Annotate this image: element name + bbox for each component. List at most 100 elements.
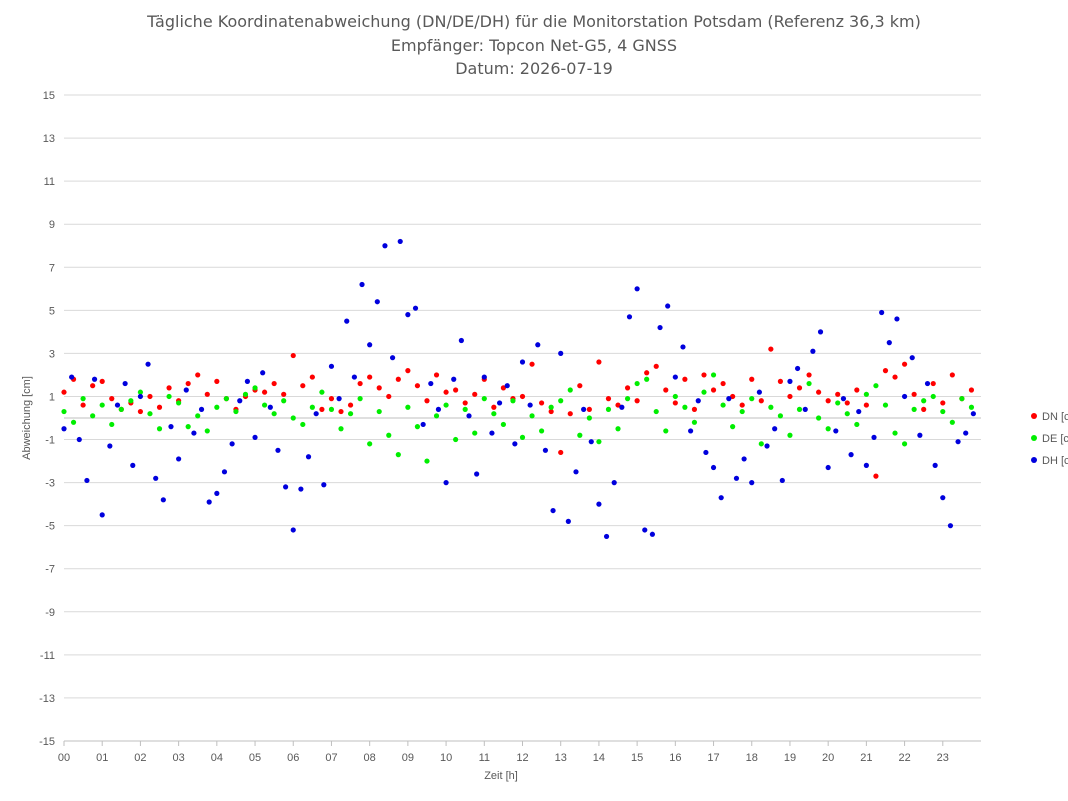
data-point	[261, 402, 268, 408]
data-point	[817, 329, 824, 335]
data-point	[313, 411, 319, 417]
data-point	[816, 415, 822, 421]
data-point	[550, 507, 556, 514]
data-point	[901, 441, 908, 447]
data-point	[145, 361, 151, 367]
data-point	[768, 404, 774, 410]
data-point	[772, 426, 778, 432]
data-point	[577, 383, 583, 389]
data-point	[118, 406, 124, 412]
data-point	[309, 374, 315, 380]
data-point	[130, 462, 136, 468]
data-point	[237, 398, 243, 404]
data-point	[214, 404, 220, 410]
data-point	[281, 391, 287, 397]
data-point	[825, 426, 831, 432]
data-point	[816, 389, 822, 395]
data-point	[911, 391, 917, 397]
data-point	[367, 441, 373, 447]
data-point	[382, 243, 388, 249]
data-point	[489, 430, 495, 436]
legend-marker	[1031, 435, 1037, 441]
data-point	[940, 408, 946, 415]
data-point	[386, 432, 392, 438]
data-point	[347, 402, 354, 408]
data-point	[491, 404, 497, 410]
x-tick-label: 19	[784, 752, 796, 764]
data-point	[848, 452, 854, 458]
data-point	[351, 374, 357, 380]
data-point	[474, 471, 480, 477]
data-point	[565, 518, 571, 524]
data-point	[825, 464, 831, 471]
data-point	[825, 398, 831, 404]
x-tick-label: 06	[287, 752, 299, 764]
x-tick-label: 05	[249, 752, 261, 764]
data-point	[344, 318, 350, 324]
data-point	[99, 512, 105, 518]
data-point	[777, 378, 784, 384]
data-point	[833, 428, 839, 434]
data-point	[581, 406, 587, 412]
data-point	[281, 398, 287, 404]
data-point	[653, 408, 659, 415]
data-point	[298, 486, 304, 492]
data-point	[739, 402, 745, 408]
data-point	[586, 406, 592, 412]
data-point	[462, 406, 468, 412]
x-tick-label: 02	[134, 752, 146, 764]
data-point	[386, 393, 392, 400]
data-point	[917, 432, 923, 438]
data-point	[156, 404, 163, 410]
data-point	[649, 531, 656, 537]
data-point	[153, 475, 159, 481]
data-point	[796, 406, 803, 412]
data-point	[428, 380, 434, 387]
data-point	[634, 380, 640, 387]
data-point	[300, 383, 306, 389]
data-point	[968, 404, 975, 410]
data-point	[863, 402, 869, 408]
data-point	[603, 533, 610, 540]
data-point	[90, 413, 96, 419]
data-point	[397, 238, 403, 245]
x-tick-label: 20	[822, 752, 834, 764]
y-tick-label: 5	[49, 305, 55, 317]
x-tick-label: 17	[707, 752, 719, 764]
data-point	[892, 374, 898, 380]
x-tick-label: 21	[860, 752, 872, 764]
data-point	[924, 380, 931, 387]
data-point	[777, 413, 784, 419]
data-point	[573, 469, 579, 475]
data-point	[359, 281, 365, 288]
data-point	[749, 480, 755, 486]
data-point	[472, 430, 478, 436]
data-point	[634, 286, 640, 292]
x-tick-label: 22	[898, 752, 910, 764]
data-point	[252, 434, 258, 440]
data-point	[718, 495, 724, 501]
data-point	[122, 380, 128, 387]
legend: DN [cm] DE [cm] DH [cm]	[1031, 411, 1068, 467]
data-point	[451, 376, 457, 382]
data-point	[703, 449, 709, 456]
data-point	[663, 387, 669, 393]
data-point	[548, 408, 554, 415]
y-tick-label: 7	[49, 262, 55, 274]
data-point	[395, 376, 401, 382]
series-1	[61, 372, 975, 464]
title-line-3: Datum: 2026-07-19	[455, 59, 613, 78]
data-point	[588, 439, 594, 445]
data-point	[244, 378, 250, 384]
data-point	[420, 421, 426, 428]
y-tick-label: 9	[49, 219, 55, 231]
data-point	[730, 393, 736, 400]
data-point	[695, 398, 701, 404]
data-point	[701, 389, 707, 395]
data-point	[567, 411, 573, 417]
y-tick-label: 13	[43, 133, 55, 145]
y-tick-label: -13	[39, 693, 55, 705]
data-point	[500, 421, 506, 428]
data-point	[733, 475, 740, 481]
